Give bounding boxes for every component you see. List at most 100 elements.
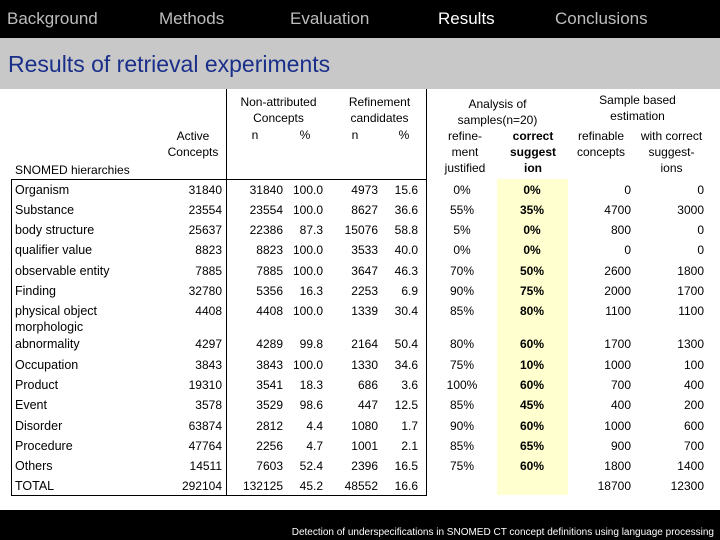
- header-correct-suggestion-1: suggest: [509, 145, 556, 159]
- cell-refinable-9: 700: [610, 378, 631, 392]
- cell-correct-6: 80%: [519, 304, 545, 318]
- cell-correct-2: 0%: [523, 223, 541, 237]
- cell-active-14: 292104: [181, 479, 222, 493]
- cell-refine-pct-11: 1.7: [401, 419, 418, 433]
- cell-refinable-5: 2000: [604, 284, 631, 298]
- row-label-14: TOTAL: [15, 479, 55, 493]
- cell-active-7: 4297: [195, 337, 222, 351]
- grid-header-bottom: [11, 179, 426, 180]
- grid-nonattr-left: [226, 89, 227, 496]
- grid-analysis-left: [426, 89, 427, 496]
- cell-refine-n-10: 447: [357, 398, 378, 412]
- header-refinement-justified-2: justified: [444, 161, 486, 175]
- cell-with-correct-3: 0: [697, 243, 704, 257]
- nav-item-conclusions[interactable]: Conclusions: [555, 9, 648, 28]
- cell-active-11: 63874: [188, 419, 222, 433]
- cell-refine-pct-4: 46.3: [394, 264, 418, 278]
- footer: Detection of underspecifications in SNOM…: [0, 510, 720, 540]
- cell-with-correct-4: 1800: [677, 264, 704, 278]
- cell-active-9: 19310: [188, 378, 222, 392]
- header-refinable-1: concepts: [576, 145, 626, 159]
- cell-with-correct-14: 12300: [670, 479, 704, 493]
- row-label-12: Procedure: [15, 439, 73, 453]
- slide-content: Non-attributed Concepts n% Refinement candid…: [0, 89, 720, 510]
- cell-refine-pct-3: 40.0: [394, 243, 418, 257]
- nav-item-evaluation[interactable]: Evaluation: [290, 9, 370, 28]
- cell-active-0: 31840: [188, 183, 222, 197]
- cell-correct-1: 35%: [519, 203, 545, 217]
- cell-with-correct-6: 1100: [678, 304, 704, 318]
- cell-nonattr-pct-14: 45.2: [299, 479, 323, 493]
- cell-with-correct-10: 200: [683, 398, 704, 412]
- cell-active-12: 47764: [188, 439, 222, 453]
- cell-refine-pct-8: 34.6: [394, 358, 418, 372]
- cell-nonattr-n-3: 8823: [256, 243, 283, 257]
- cell-refine-pct-7: 50.4: [394, 337, 418, 351]
- cell-with-correct-0: 0: [697, 183, 704, 197]
- cell-refine-n-14: 48552: [344, 479, 378, 493]
- cell-refinable-8: 1000: [604, 358, 631, 372]
- top-navigation: Background Methods Evaluation Results Conclu…: [0, 0, 720, 38]
- cell-justified-9: 100%: [446, 378, 478, 392]
- cell-refinable-14: 18700: [597, 479, 631, 493]
- header-with-correct-2: ions: [660, 161, 683, 175]
- cell-nonattr-n-4: 7885: [256, 264, 283, 278]
- cell-nonattr-pct-12: 4.7: [306, 439, 323, 453]
- cell-justified-10: 85%: [449, 398, 475, 412]
- cell-justified-6: 85%: [449, 304, 475, 318]
- header-nonattributed-0: Non-attributed: [240, 95, 317, 109]
- cell-justified-8: 75%: [449, 358, 475, 372]
- cell-active-4: 7885: [195, 264, 222, 278]
- cell-nonattr-pct-6: 100.0: [292, 304, 323, 318]
- cell-active-6: 4408: [195, 304, 222, 318]
- cell-nonattr-pct-3: 100.0: [292, 243, 323, 257]
- slide-title: Results of retrieval experiments: [8, 51, 331, 77]
- header-active-concepts-0: Active: [176, 129, 210, 143]
- cell-refine-n-8: 1330: [351, 358, 378, 372]
- cell-justified-2: 5%: [453, 223, 471, 237]
- header-refinement-n: n: [351, 128, 359, 142]
- cell-with-correct-1: 3000: [677, 203, 704, 217]
- cell-correct-0: 0%: [523, 183, 541, 197]
- header-nonattributed-1: Concepts: [253, 111, 304, 125]
- nav-item-results[interactable]: Results: [438, 9, 495, 28]
- nav-item-background[interactable]: Background: [7, 9, 98, 28]
- cell-with-correct-7: 1300: [677, 337, 704, 351]
- row-label-7-a: morphologic: [15, 320, 84, 334]
- cell-nonattr-n-14: 132125: [242, 479, 283, 493]
- cell-correct-7: 60%: [519, 337, 545, 351]
- cell-refine-n-4: 3647: [351, 264, 378, 278]
- cell-nonattr-n-9: 3541: [256, 378, 283, 392]
- row-label-13: Others: [15, 459, 53, 473]
- cell-refine-pct-14: 16.6: [394, 479, 418, 493]
- cell-justified-11: 90%: [449, 419, 475, 433]
- cell-justified-1: 55%: [449, 203, 475, 217]
- cell-refine-n-3: 3533: [351, 243, 378, 257]
- header-sample-estimation-0: Sample based: [599, 93, 676, 107]
- cell-active-2: 25637: [188, 223, 222, 237]
- row-label-6: physical object: [15, 304, 97, 318]
- cell-with-correct-13: 1400: [677, 459, 704, 473]
- header-with-correct-1: suggest-: [648, 145, 695, 159]
- cell-nonattr-pct-8: 100.0: [292, 358, 323, 372]
- cell-refine-pct-10: 12.5: [394, 398, 418, 412]
- cell-with-correct-12: 700: [683, 439, 704, 453]
- cell-active-1: 23554: [188, 203, 222, 217]
- header-nonattributed-pct: %: [299, 128, 311, 142]
- header-sample-estimation-1: estimation: [610, 109, 665, 123]
- row-label-0: Organism: [15, 183, 70, 197]
- cell-nonattr-pct-2: 87.3: [299, 223, 323, 237]
- cell-with-correct-2: 0: [697, 223, 704, 237]
- cell-refine-pct-6: 30.4: [394, 304, 418, 318]
- cell-refinable-1: 4700: [604, 203, 631, 217]
- cell-active-8: 3843: [195, 358, 222, 372]
- cell-active-13: 14511: [189, 459, 222, 473]
- nav-item-methods[interactable]: Methods: [159, 9, 225, 28]
- cell-justified-3: 0%: [453, 243, 471, 257]
- header-refinable-0: refinable: [577, 129, 625, 143]
- cell-refine-n-9: 686: [357, 378, 378, 392]
- cell-correct-10: 45%: [519, 398, 545, 412]
- cell-refinable-6: 1100: [605, 304, 631, 318]
- cell-nonattr-pct-7: 99.8: [299, 337, 323, 351]
- header-refinement-pct: %: [398, 128, 410, 142]
